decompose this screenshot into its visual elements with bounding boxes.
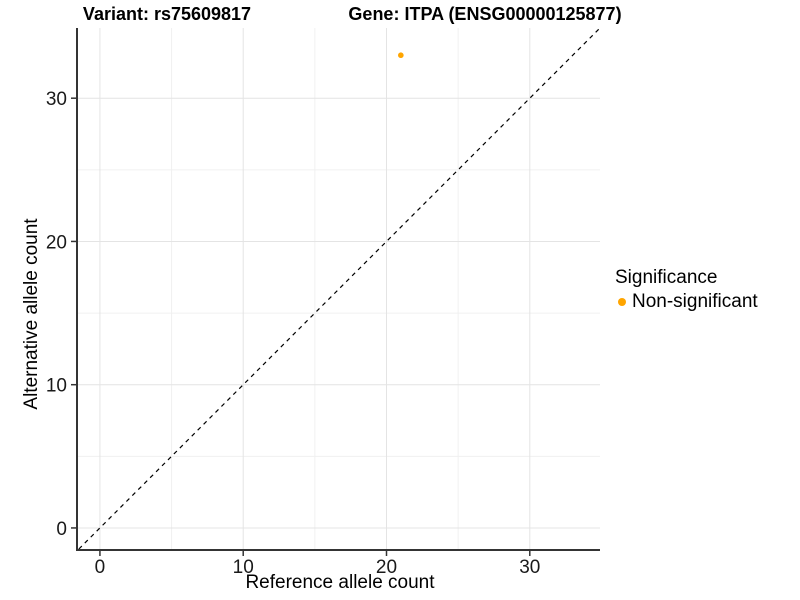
legend-item-label: Non-significant bbox=[632, 291, 758, 312]
y-tick-label: 20 bbox=[46, 232, 67, 253]
legend-item-non-significant: Non-significant bbox=[615, 291, 758, 313]
y-tick-label: 10 bbox=[46, 376, 67, 397]
x-tick-label: 10 bbox=[233, 557, 254, 578]
x-tick-label: 20 bbox=[376, 557, 397, 578]
legend-point-swatch bbox=[618, 298, 626, 306]
x-axis-label: Reference allele count bbox=[245, 572, 435, 593]
x-tick-label: 0 bbox=[95, 557, 106, 578]
legend-title: Significance bbox=[615, 267, 718, 288]
plot-title-gene: Gene: ITPA (ENSG00000125877) bbox=[348, 4, 622, 24]
legend: Significance Non-significant bbox=[615, 266, 758, 313]
plot-title-variant: Variant: rs75609817 bbox=[82, 4, 252, 24]
y-tick-label: 30 bbox=[46, 89, 67, 110]
y-tick-label: 0 bbox=[56, 519, 67, 540]
y-axis-label: Alternative allele count bbox=[21, 218, 42, 410]
identity-line bbox=[78, 27, 601, 550]
x-tick-label: 30 bbox=[519, 557, 540, 578]
data-point bbox=[398, 52, 404, 59]
